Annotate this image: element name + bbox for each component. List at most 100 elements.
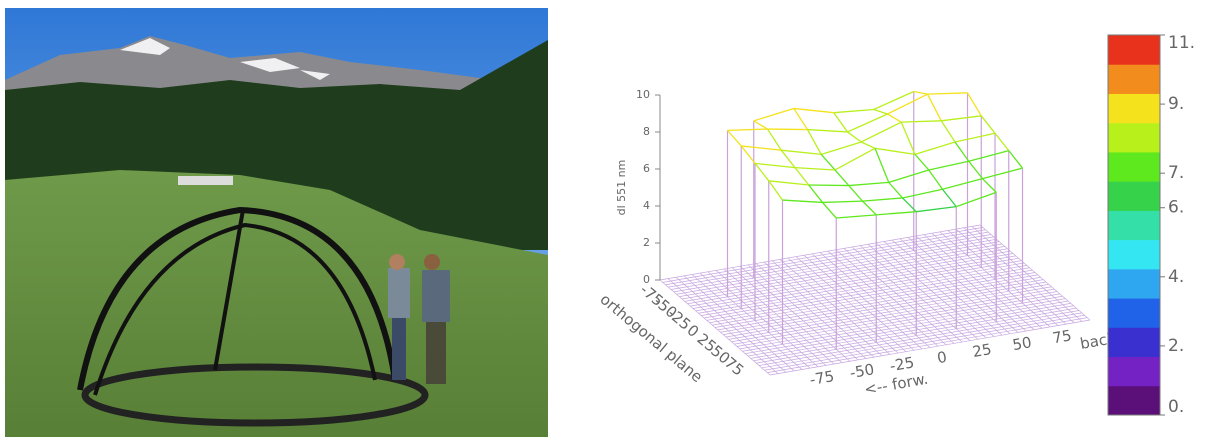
floor-line [931, 232, 1043, 329]
mesh-line [848, 181, 889, 187]
mesh-line [874, 148, 890, 183]
mesh-line [822, 202, 837, 219]
x-tick-label: 50 [1011, 333, 1033, 354]
floor-line [851, 246, 963, 343]
mesh-line [833, 112, 849, 133]
mesh-line [820, 153, 836, 171]
mesh-line [873, 108, 888, 115]
mesh-line [754, 162, 796, 169]
mesh-line [740, 145, 756, 164]
person [389, 254, 405, 270]
x-tick-label: 25 [971, 340, 993, 361]
mesh-line [940, 120, 956, 143]
floor-line [725, 281, 1047, 338]
dome-arc [93, 222, 377, 396]
mesh-line [956, 191, 997, 208]
mesh-line [928, 160, 969, 171]
mesh-line [806, 129, 822, 155]
x-tick-label: -50 [848, 360, 875, 382]
colorbar-band [1108, 239, 1160, 270]
mesh-line [888, 169, 929, 183]
colorbar-tick-label: 6. [1168, 198, 1184, 218]
colorbar-band [1108, 122, 1160, 153]
x-tick-label: 75 [1051, 326, 1073, 347]
mesh-line [727, 129, 742, 147]
x-tick-label: -25 [888, 353, 915, 375]
dome-post [213, 209, 245, 371]
x-tick-label: -75 [808, 367, 835, 389]
floor-line [745, 298, 1066, 354]
x-tick-label: 0 [936, 348, 949, 367]
mesh-line [822, 200, 863, 204]
mesh-line [914, 141, 956, 155]
person [424, 254, 440, 270]
mesh-line [994, 132, 1010, 152]
floor-line [742, 295, 1063, 352]
mesh-line [836, 214, 877, 219]
mesh-line [780, 149, 796, 169]
dome-ring [81, 363, 429, 427]
floor-line [875, 242, 987, 339]
person [422, 270, 450, 322]
floor-line [859, 245, 971, 341]
mesh-line [926, 93, 942, 122]
mesh-line [860, 121, 902, 143]
mesh-line [901, 120, 942, 123]
mesh-line [753, 120, 768, 130]
mesh-line [834, 169, 850, 186]
mesh-line [941, 188, 957, 208]
floor-line [867, 243, 979, 340]
mesh-line [727, 128, 768, 132]
z-tick-label: 0 [643, 273, 650, 286]
mesh-line [914, 153, 930, 171]
person [392, 318, 406, 380]
floor-line [827, 250, 939, 347]
mesh-line [980, 115, 996, 134]
mesh-line [848, 185, 863, 202]
mesh-line [887, 93, 928, 115]
mesh-line [941, 115, 982, 122]
colorbar-band [1108, 298, 1160, 328]
colorbar-band [1108, 268, 1160, 299]
mesh-line [860, 141, 876, 149]
floor-line [907, 237, 1019, 333]
z-tick-label: 10 [636, 88, 650, 101]
floor-line [883, 241, 995, 337]
floor-line [731, 286, 1052, 343]
mesh-line [916, 206, 957, 213]
mesh-line [1008, 150, 1024, 169]
floor-line [723, 279, 1044, 335]
floor-line [761, 312, 1082, 369]
colorbar-band [1108, 385, 1160, 416]
floor-line [747, 300, 1069, 357]
z-tick-label: 2 [643, 236, 650, 249]
mesh-line [902, 188, 943, 199]
mesh-line [793, 108, 809, 130]
mesh-line [968, 160, 984, 180]
mesh-line [753, 107, 794, 122]
colorbar-tick-label: 0. [1168, 397, 1184, 417]
floor-line [736, 291, 1058, 347]
mesh-line [821, 141, 862, 156]
meadow [5, 170, 548, 437]
mesh-line [768, 180, 784, 201]
colorbar-band [1108, 356, 1160, 387]
mesh-line [982, 178, 997, 193]
colorbar-band [1108, 64, 1160, 94]
mesh-line [808, 184, 824, 203]
mesh-line [927, 92, 968, 95]
floor-line [843, 248, 955, 344]
floor-line [720, 276, 1041, 333]
mesh-line [902, 197, 917, 213]
mesh-line [928, 169, 944, 190]
mesh-line [754, 162, 770, 182]
mesh-line [862, 197, 903, 202]
mesh-line [767, 128, 808, 131]
mesh-line [768, 180, 809, 186]
mesh-line [968, 150, 1009, 162]
mesh-line [834, 147, 876, 171]
mesh-line [900, 121, 916, 155]
